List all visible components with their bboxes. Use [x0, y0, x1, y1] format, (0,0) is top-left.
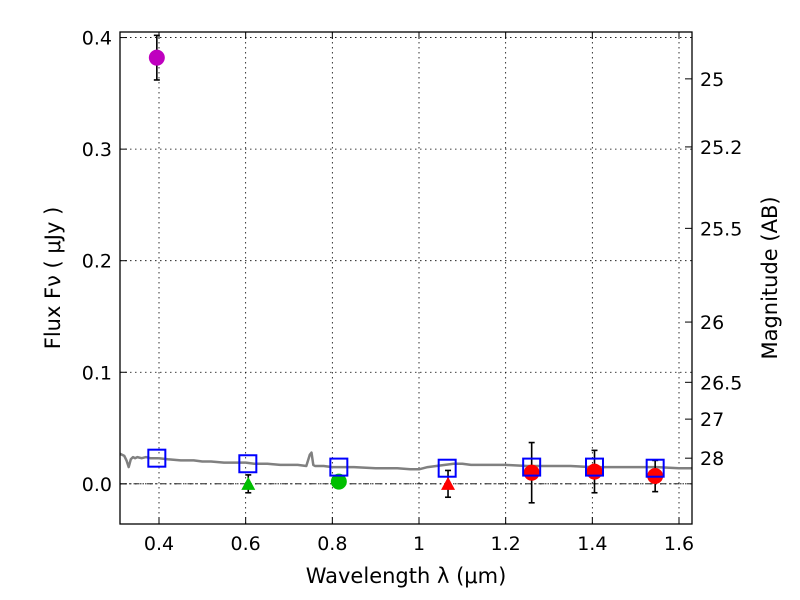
plot-frame [119, 31, 693, 525]
y-tick-label: 0.4 [82, 28, 112, 50]
y-tick-label: 0.0 [82, 474, 112, 496]
right-axis-label: Magnitude (AB) [758, 196, 782, 359]
x-tick-label: 0.8 [317, 533, 347, 555]
x-tick-label: 1.4 [577, 533, 607, 555]
right-tick-label: 26 [700, 312, 724, 334]
data-point [148, 49, 165, 66]
x-tick-label: 1 [413, 533, 425, 555]
y-tick-label: 0.1 [82, 362, 112, 384]
x-tick-label: 1.6 [664, 533, 694, 555]
model-flux-marker [329, 457, 349, 477]
right-tick-label: 25.2 [700, 137, 742, 159]
right-tick-label: 26.5 [700, 372, 742, 394]
model-flux-marker [238, 454, 258, 474]
axis-ticks [120, 32, 692, 524]
y-axis-label: Flux Fν ( μJy ) [41, 207, 65, 350]
x-axis-label: Wavelength λ (μm) [306, 564, 507, 588]
grid [120, 32, 692, 524]
model-flux-marker [147, 448, 167, 468]
x-tick-label: 1.2 [491, 533, 521, 555]
y-tick-label: 0.3 [82, 139, 112, 161]
model-flux-marker [437, 458, 457, 478]
x-tick-label: 0.6 [231, 533, 261, 555]
y-tick-label: 0.2 [82, 251, 112, 273]
data-point [586, 463, 603, 480]
data-point [523, 464, 540, 481]
spectrum-line [119, 451, 692, 471]
model-flux-marker [645, 458, 665, 478]
upper-limit-marker [241, 476, 256, 490]
model-spectrum [119, 451, 692, 471]
upper-limit-marker [441, 476, 456, 490]
model-flux-marker [585, 457, 604, 477]
model-flux-marker [522, 457, 542, 477]
right-tick-label: 25.5 [700, 218, 742, 240]
tick-labels: 0.4 0.6 0.8 1 1.2 1.4 1.6 0.0 0.1 0.2 0.3 0.4 25 25.2… [82, 28, 743, 555]
right-tick-label: 28 [700, 448, 724, 470]
data-points [147, 34, 665, 504]
x-tick-label: 0.4 [144, 533, 174, 555]
right-tick-label: 25 [700, 69, 724, 91]
right-tick-label: 27 [700, 409, 724, 431]
data-point [330, 473, 347, 490]
